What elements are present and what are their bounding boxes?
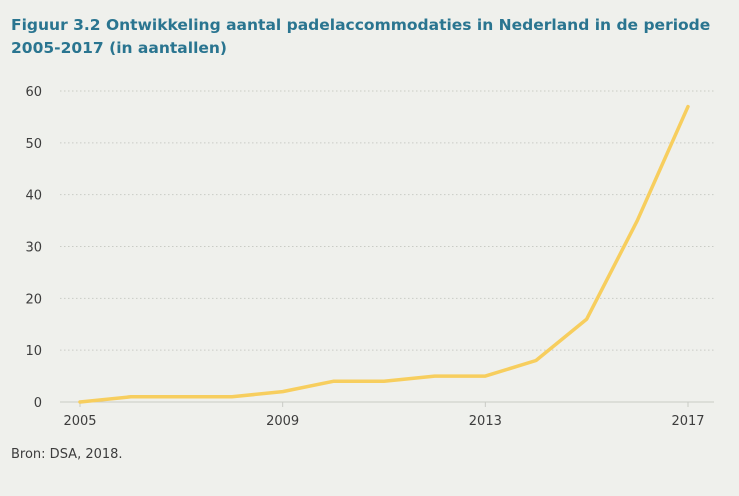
data-point	[129, 395, 133, 399]
data-point	[281, 390, 285, 394]
y-tick-label: 20	[25, 292, 42, 307]
x-tick-label: 2009	[266, 414, 299, 429]
chart-title: Figuur 3.2 Ontwikkeling aantal padelacco…	[11, 16, 711, 57]
source-note: Bron: DSA, 2018.	[11, 447, 123, 462]
x-tick-label: 2005	[63, 414, 96, 429]
data-point	[230, 395, 234, 399]
y-tick-label: 0	[34, 396, 42, 411]
data-point	[686, 105, 690, 109]
data-point	[179, 395, 183, 399]
line-chart: 0 10 20 30 40 50 60 2005 2009 2013 2017	[25, 85, 714, 429]
y-tick-label: 50	[25, 137, 42, 152]
x-tick-label: 2013	[469, 414, 502, 429]
data-point	[534, 359, 538, 363]
data-point	[635, 219, 639, 223]
data-point	[78, 400, 82, 404]
data-point	[382, 379, 386, 383]
data-point	[331, 379, 335, 383]
y-tick-label: 40	[25, 189, 42, 204]
x-tick-label: 2017	[671, 414, 704, 429]
y-tick-label: 10	[25, 344, 42, 359]
data-point	[433, 374, 437, 378]
data-point	[483, 374, 487, 378]
data-point	[585, 317, 589, 321]
series-line	[78, 104, 690, 404]
y-tick-label: 30	[25, 241, 42, 256]
y-tick-label: 60	[25, 85, 42, 100]
